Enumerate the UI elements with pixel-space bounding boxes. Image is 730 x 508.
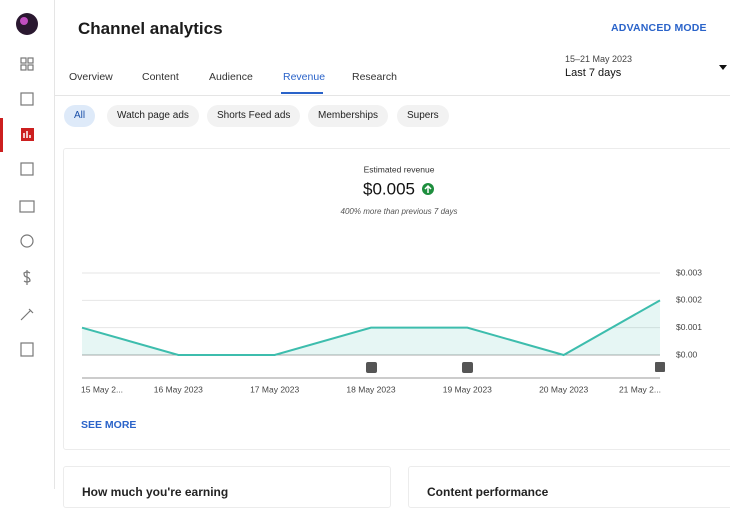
tab[interactable]: Content [142, 71, 179, 83]
sidebar [0, 0, 55, 489]
filter-chip-active[interactable]: All [64, 105, 96, 127]
card-title: Content performance [427, 485, 549, 499]
comments-icon[interactable] [20, 162, 34, 176]
copyright-icon[interactable] [20, 234, 34, 248]
dashboard-icon-part [27, 57, 34, 64]
filter-chip[interactable]: Memberships [308, 105, 389, 127]
performance-card: Content performance [408, 466, 730, 508]
card-title: How much you're earning [82, 485, 229, 499]
audio-library-icon[interactable] [20, 342, 34, 357]
filter-chip[interactable]: Supers [397, 105, 449, 127]
avatar-detail [20, 17, 28, 25]
tab-underline [281, 92, 323, 94]
advanced-mode-button[interactable]: ADVANCED MODE [611, 22, 707, 34]
avatar[interactable] [16, 13, 38, 35]
revenue-card [63, 148, 730, 450]
dashboard-icon-part [27, 64, 34, 71]
tab-active[interactable]: Revenue [283, 71, 326, 83]
analytics-icon-bars [23, 131, 31, 138]
dropdown-arrow[interactable] [718, 64, 728, 72]
customization-icon[interactable] [20, 308, 34, 321]
dashboard-icon-part [20, 64, 27, 71]
earn-icon[interactable] [23, 270, 31, 285]
active-indicator [0, 118, 3, 152]
divider [54, 95, 730, 96]
see-more-link[interactable]: SEE MORE [81, 419, 137, 431]
date-period[interactable]: Last 7 days [565, 67, 622, 79]
tab[interactable]: Audience [209, 71, 253, 83]
content-icon[interactable] [20, 92, 34, 106]
sidebar-icons [0, 13, 38, 357]
tab[interactable]: Overview [69, 71, 113, 83]
filter-chip[interactable]: Watch page ads [107, 105, 199, 127]
page-title: Channel analytics [78, 19, 223, 38]
earnings-card: How much you're earning [63, 466, 391, 508]
date-range[interactable]: 15–21 May 2023 [565, 54, 633, 64]
dashboard-icon[interactable] [20, 57, 27, 64]
subtitles-icon[interactable] [19, 200, 35, 213]
tab[interactable]: Research [352, 71, 397, 83]
filter-chip[interactable]: Shorts Feed ads [207, 105, 301, 127]
